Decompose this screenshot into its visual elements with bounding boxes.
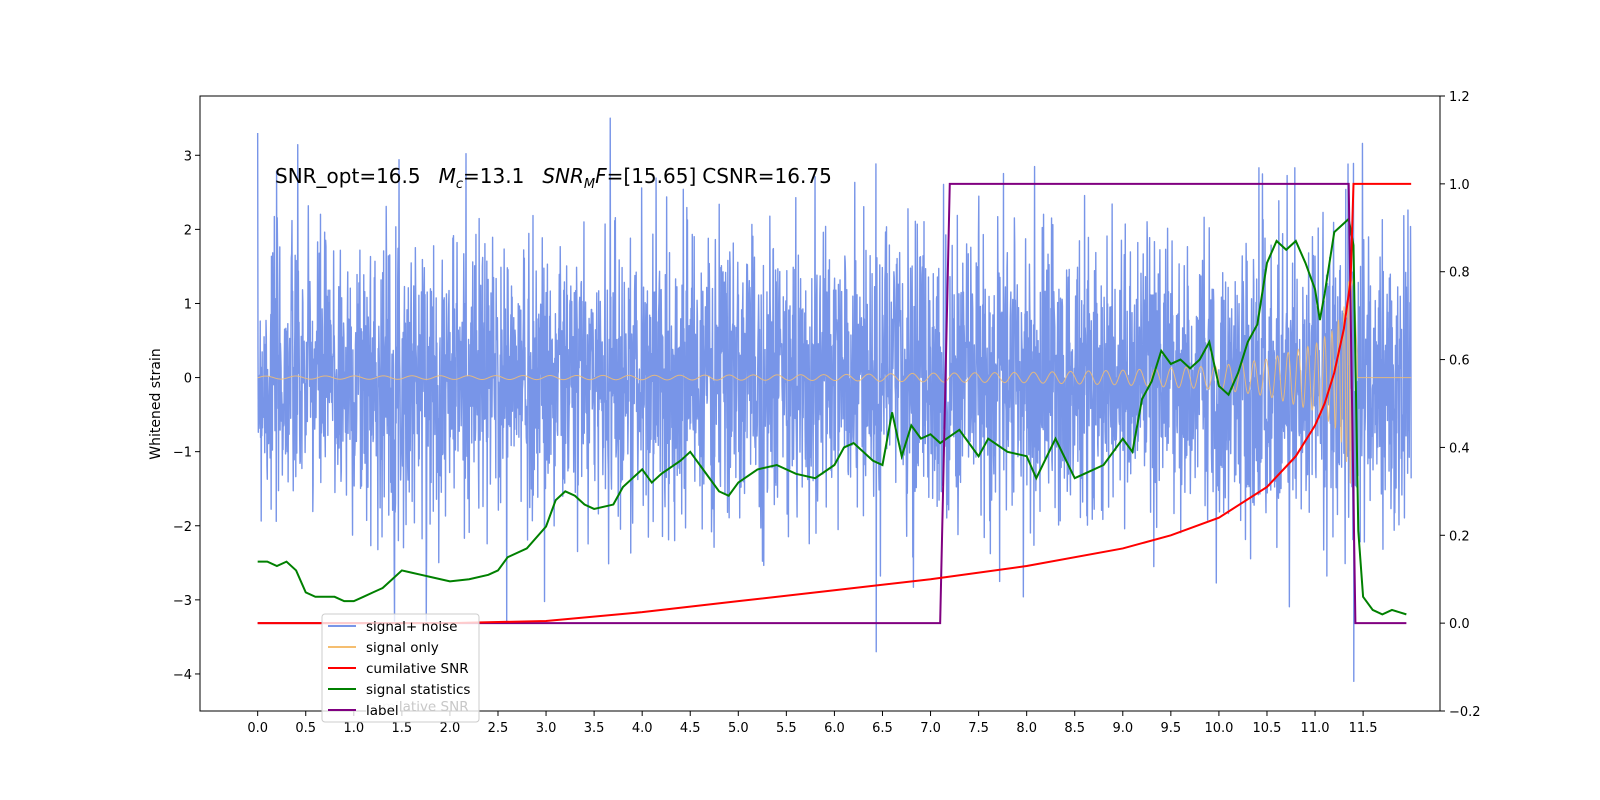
- annotation-mc-symbol: M: [439, 164, 456, 188]
- series-signal-plus-noise: [256, 117, 1412, 683]
- x-tick-label: 11.5: [1349, 721, 1378, 736]
- y2-tick-label: 1.2: [1449, 90, 1470, 105]
- annotation-mc-value: =13.1: [463, 164, 524, 188]
- annotation-text: SNR_opt=16.5 Mc=13.1 SNRMF=[15.65] CSNR=16.…: [275, 164, 832, 192]
- y-tick-label: −4: [173, 668, 192, 683]
- y-tick-label: 2: [184, 223, 192, 238]
- annotation-snr-symbol: SNR: [542, 164, 584, 188]
- series-signal-statistics: [257, 217, 1407, 616]
- y2-tick-label: 0.0: [1449, 617, 1470, 632]
- x-tick-label: 5.5: [776, 721, 797, 736]
- y-axis-label: Whitened strain: [148, 348, 164, 459]
- y2-tick-label: 0.2: [1449, 529, 1470, 544]
- x-tick-label: 0.5: [295, 721, 316, 736]
- label-line: [257, 182, 1407, 625]
- legend-label: label: [366, 703, 399, 719]
- x-tick-label: 6.0: [824, 721, 845, 736]
- x-tick-label: 3.5: [584, 721, 605, 736]
- x-tick-label: 11.0: [1301, 721, 1330, 736]
- x-tick-label: 9.5: [1161, 721, 1182, 736]
- y-tick-label: −2: [173, 520, 192, 535]
- y2-tick-label: 0.6: [1449, 354, 1470, 369]
- y2-tick-label: 1.0: [1449, 178, 1470, 193]
- series-signal-only: [257, 277, 1412, 485]
- annotation-snr-value: =[15.65]: [607, 164, 697, 188]
- signal-statistics-line: [257, 217, 1407, 616]
- annotation-snr-f: F: [595, 164, 607, 188]
- legend: cumilative SNR signal+ noise signal only c…: [321, 613, 480, 723]
- annotation-mc-sub: c: [456, 177, 463, 192]
- y-tick-label: 3: [184, 149, 192, 164]
- x-tick-label: 4.5: [680, 721, 701, 736]
- x-tick-label: 8.0: [1016, 721, 1037, 736]
- annotation-snr-sub: M: [584, 177, 595, 192]
- y-axis-left: 3 2 1 0 −1 −2 −3 −4: [173, 149, 200, 683]
- y2-tick-label: 0.4: [1449, 441, 1470, 456]
- annotation-csnr: CSNR=16.75: [702, 164, 832, 188]
- cumilative-snr-line: [257, 182, 1412, 625]
- y-tick-label: 0: [184, 372, 192, 387]
- series-label: [257, 182, 1407, 625]
- x-tick-label: 4.0: [632, 721, 653, 736]
- x-tick-label: 5.0: [728, 721, 749, 736]
- x-tick-label: 1.0: [343, 721, 364, 736]
- x-tick-label: 3.0: [536, 721, 557, 736]
- legend-box: [321, 613, 480, 723]
- signal-plus-noise-line: [256, 117, 1412, 683]
- y-tick-label: −1: [173, 446, 192, 461]
- signal-only-line: [257, 277, 1412, 485]
- x-tick-label: 10.5: [1253, 721, 1282, 736]
- x-tick-label: 0.0: [247, 721, 268, 736]
- y-tick-label: −3: [173, 594, 192, 609]
- legend-label: signal+ noise: [366, 619, 457, 635]
- y-axis-right: 1.2 1.0 0.8 0.6 0.4 0.2 0.0 −0.2: [1440, 90, 1481, 720]
- legend-label: signal statistics: [366, 682, 470, 698]
- legend-label: cumilative SNR: [366, 661, 469, 677]
- y-tick-label: 1: [184, 297, 192, 312]
- y2-tick-label: 0.8: [1449, 266, 1470, 281]
- x-tick-label: 7.5: [968, 721, 989, 736]
- annotation-snr-opt: SNR_opt=16.5: [275, 164, 421, 188]
- plot-frame: [199, 95, 1441, 712]
- x-tick-label: 1.5: [392, 721, 413, 736]
- x-tick-label: 2.5: [488, 721, 509, 736]
- legend-entries: signal+ noise signal only cumilative SNR si…: [328, 619, 470, 719]
- series-cumilative-snr: [257, 182, 1412, 625]
- x-tick-label: 2.0: [440, 721, 461, 736]
- legend-label: signal only: [366, 640, 439, 656]
- y2-tick-label: −0.2: [1449, 705, 1481, 720]
- x-tick-label: 6.5: [872, 721, 893, 736]
- x-tick-label: 7.0: [920, 721, 941, 736]
- x-tick-label: 8.5: [1064, 721, 1085, 736]
- legend-ghost-mask: [366, 698, 400, 716]
- x-tick-label: 10.0: [1204, 721, 1233, 736]
- plot-area: [256, 117, 1412, 683]
- x-axis: 0.0 0.5 1.0 1.5 2.0 2.5 3.0 3.5 4.0 4.5 5.0 5.5 6.0 6…: [247, 711, 1378, 736]
- x-tick-label: 9.0: [1112, 721, 1133, 736]
